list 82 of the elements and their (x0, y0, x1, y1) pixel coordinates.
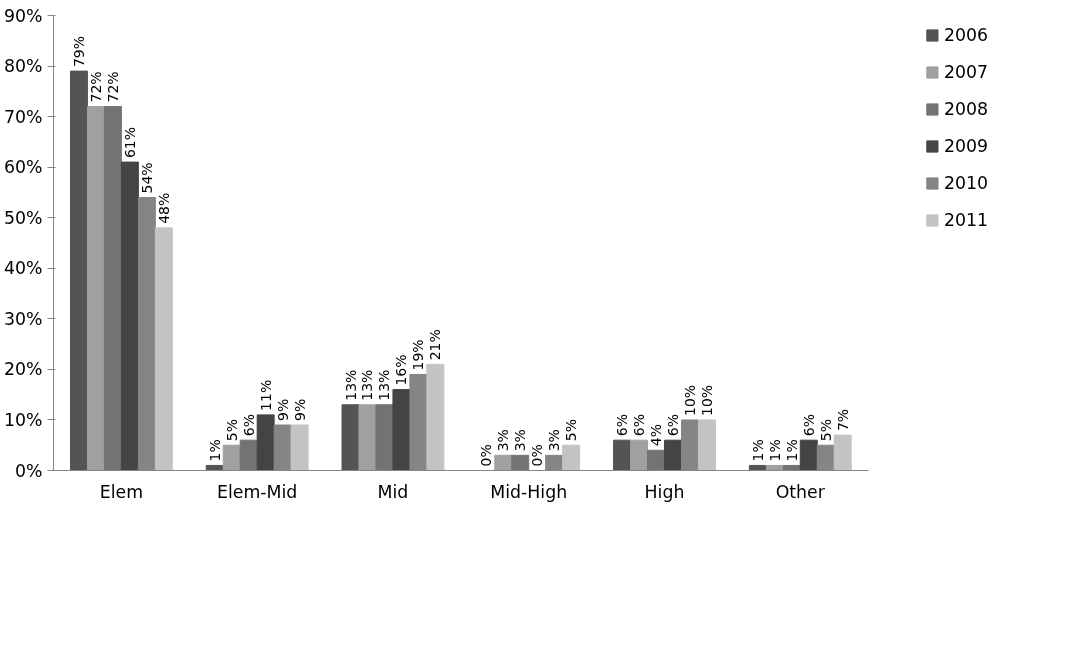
y-tick-label: 30% (3, 308, 43, 329)
data-label: 21% (427, 329, 444, 361)
data-label: 1% (766, 439, 783, 462)
x-tick-label: Mid-High (490, 481, 568, 502)
legend-label: 2006 (943, 25, 988, 45)
data-label: 6% (240, 413, 257, 437)
data-label: 6% (664, 413, 681, 437)
data-label: 6% (800, 413, 817, 437)
data-label: 7% (834, 408, 851, 432)
x-tick-label: High (644, 481, 685, 502)
y-tick-label: 70% (3, 106, 43, 127)
data-label: 1% (783, 439, 800, 462)
bar (630, 439, 649, 471)
data-label: 6% (631, 413, 648, 437)
data-label: 5% (817, 419, 834, 442)
data-label: 1% (206, 439, 223, 462)
bar (833, 434, 852, 471)
bar (69, 70, 88, 471)
y-tick-label: 20% (3, 359, 43, 380)
data-label: 9% (291, 398, 308, 421)
bar (426, 363, 445, 471)
bar (120, 161, 139, 471)
data-label: 6% (614, 413, 631, 437)
data-label: 10% (698, 384, 715, 416)
x-tick-label: Elem-Mid (217, 481, 298, 502)
bar (663, 439, 682, 471)
legend-label: 2007 (943, 62, 988, 82)
legend-label: 2008 (943, 99, 988, 119)
x-tick-label: Elem (99, 481, 144, 502)
data-label: 48% (155, 192, 172, 224)
legend-label: 2011 (943, 210, 988, 230)
bar (562, 444, 581, 471)
data-label: 72% (104, 71, 121, 103)
data-label: 5% (563, 419, 580, 442)
data-label: 3% (495, 429, 512, 452)
data-label: 19% (410, 339, 427, 371)
bar (375, 404, 394, 471)
data-label: 0% (478, 444, 495, 467)
bar (494, 454, 513, 471)
data-label: 54% (138, 162, 155, 194)
data-label: 11% (257, 379, 274, 411)
data-label: 4% (648, 424, 665, 447)
bar (103, 106, 122, 471)
bar (256, 414, 275, 471)
data-label: 16% (393, 354, 410, 386)
data-label: 72% (87, 71, 104, 103)
bar (86, 106, 105, 471)
bar (154, 227, 173, 471)
data-label: 13% (359, 369, 376, 401)
bar (799, 439, 818, 471)
bar (392, 389, 411, 471)
bar (697, 419, 716, 471)
data-label: 13% (376, 369, 393, 401)
x-tick-label: Mid (377, 481, 409, 502)
bar (341, 404, 360, 471)
data-label: 13% (342, 369, 359, 401)
legend-label: 2010 (943, 173, 988, 193)
data-label: 0% (529, 444, 546, 467)
y-tick-label: 60% (3, 157, 43, 178)
bar (239, 439, 258, 471)
data-label: 5% (223, 419, 240, 442)
y-tick-label: 80% (3, 56, 43, 77)
x-tick-label: Other (775, 481, 826, 502)
data-label: 1% (749, 439, 766, 462)
data-label: 79% (70, 35, 87, 68)
y-tick-label: 0% (15, 460, 43, 481)
bar (613, 439, 632, 471)
y-tick-label: 10% (3, 409, 43, 430)
data-label: 3% (512, 429, 529, 452)
data-label: 61% (121, 126, 138, 159)
bar (222, 444, 241, 471)
y-tick-label: 90% (3, 5, 43, 26)
y-tick-label: 40% (3, 258, 43, 279)
bar (647, 449, 665, 471)
data-label: 3% (546, 429, 563, 452)
data-label: 9% (274, 398, 291, 421)
data-label: 10% (681, 384, 698, 416)
y-tick-label: 50% (3, 207, 43, 228)
bar (290, 424, 309, 471)
legend-label: 2009 (943, 136, 988, 156)
bar (511, 454, 530, 471)
bar (358, 404, 377, 471)
